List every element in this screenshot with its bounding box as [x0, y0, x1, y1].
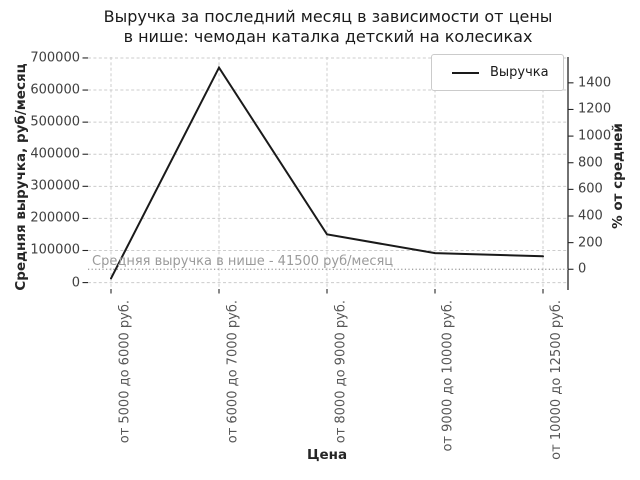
revenue-line	[110, 65, 544, 280]
legend-series-label: Выручка	[490, 65, 549, 80]
axis-ticks	[82, 57, 574, 294]
chart-title-line2: в нише: чемодан каталка детский на колес…	[123, 27, 533, 46]
chart-title: Выручка за последний месяц в зависимости…	[88, 7, 568, 47]
chart-title-line1: Выручка за последний месяц в зависимости…	[103, 7, 553, 26]
average-line-annotation: Средняя выручка в нише - 41500 руб/месяц	[92, 254, 394, 269]
x-axis-title: Цена	[306, 447, 348, 463]
legend: Выручка	[431, 54, 564, 91]
legend-line-sample-icon	[452, 71, 479, 74]
